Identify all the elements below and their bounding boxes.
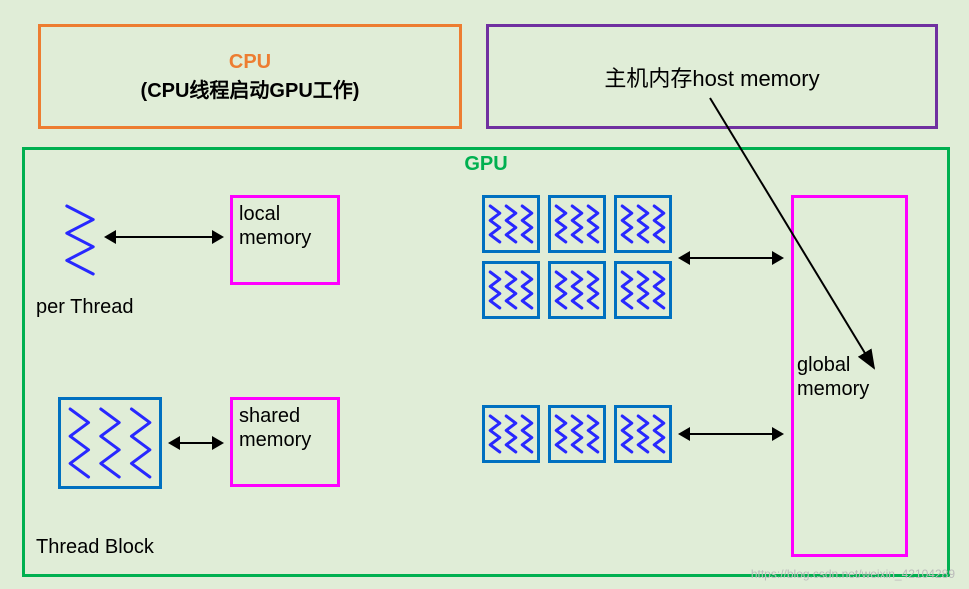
arrow-diag [0,0,969,589]
watermark: https://blog.csdn.net/weixin_42104289 [751,567,955,581]
